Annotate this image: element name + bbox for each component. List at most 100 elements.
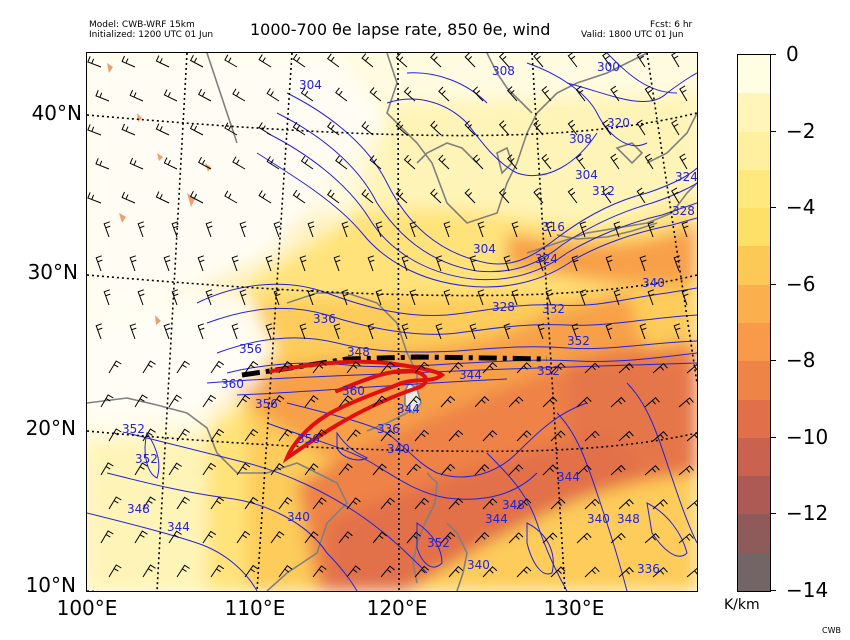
wind-barb bbox=[210, 564, 225, 578]
valid-time-text: Valid: 1800 UTC 01 Jun bbox=[581, 30, 684, 40]
wind-barb bbox=[121, 191, 136, 204]
wind-barb bbox=[312, 361, 327, 374]
wind-barb bbox=[189, 122, 204, 136]
wind-barb bbox=[176, 428, 190, 442]
contour-label: 336 bbox=[377, 422, 400, 436]
wind-barb bbox=[224, 54, 238, 68]
wind-barb bbox=[498, 120, 510, 136]
wind-barb bbox=[205, 221, 213, 238]
wind-barb bbox=[678, 533, 694, 544]
wind-barb bbox=[516, 566, 532, 578]
colorbar-tick-mark bbox=[770, 360, 776, 362]
wind-barb bbox=[474, 395, 490, 408]
wind-barb bbox=[278, 564, 293, 578]
wind-barb bbox=[236, 462, 251, 476]
wind-barb bbox=[571, 323, 579, 340]
wind-barb bbox=[448, 497, 464, 510]
wind-barb bbox=[87, 56, 102, 68]
wind-barb bbox=[87, 124, 102, 136]
wind-barb bbox=[244, 360, 259, 374]
wind-barb bbox=[205, 289, 213, 306]
contour-labels: 308 304 300 320 308 304 324 328 312 316 304 324 336 3… bbox=[122, 60, 697, 576]
wind-barb bbox=[602, 187, 612, 204]
colorbar-segment bbox=[738, 55, 770, 94]
contour-label: 348 bbox=[502, 498, 525, 512]
wind-barb bbox=[300, 155, 314, 170]
wind-barb bbox=[618, 566, 634, 578]
colorbar-segment bbox=[738, 514, 770, 554]
wind-barb bbox=[542, 532, 558, 544]
wind-barb bbox=[134, 394, 148, 408]
contour-label: 360 bbox=[342, 384, 365, 398]
wind-barb bbox=[312, 497, 327, 510]
map-title: 1000-700 θe lapse rate, 850 θe, wind bbox=[250, 20, 551, 39]
wind-barb bbox=[639, 255, 647, 272]
wind-barb bbox=[333, 323, 341, 340]
contour-label: 356 bbox=[297, 432, 320, 446]
wind-barb bbox=[335, 87, 348, 102]
colorbar-tick-mark bbox=[770, 54, 776, 55]
wind-barb bbox=[567, 119, 578, 136]
contour-label: 352 bbox=[427, 536, 450, 550]
wind-barb bbox=[369, 87, 382, 102]
wind-barb bbox=[610, 532, 626, 544]
contour-label: 356 bbox=[239, 342, 262, 356]
wind-barb bbox=[307, 221, 315, 238]
wind-barb bbox=[134, 462, 148, 476]
wind-barb bbox=[644, 396, 660, 408]
wind-barb bbox=[299, 323, 307, 340]
contour-label: 308 bbox=[492, 64, 515, 78]
wind-barb bbox=[155, 123, 170, 136]
contour-label: 352 bbox=[122, 422, 145, 436]
wind-barb bbox=[202, 394, 217, 408]
wind-barb bbox=[395, 120, 408, 136]
wind-barb bbox=[414, 565, 430, 578]
contour-label: 324 bbox=[675, 170, 697, 184]
wind-barb bbox=[380, 429, 395, 442]
wind-barb bbox=[406, 395, 422, 408]
wind-barb bbox=[265, 255, 273, 272]
lat-label-40n: 40°N bbox=[31, 101, 82, 125]
wind-barb bbox=[679, 153, 688, 170]
wind-barb bbox=[639, 323, 647, 340]
wind-barb bbox=[239, 221, 247, 238]
wind-barb bbox=[312, 565, 327, 578]
land-highlight bbox=[87, 53, 387, 443]
wind-barb bbox=[443, 221, 451, 238]
wind-barb bbox=[508, 532, 524, 544]
wind-barb bbox=[292, 121, 306, 136]
contour-label: 344 bbox=[167, 520, 190, 534]
contour-label: 352 bbox=[567, 334, 590, 348]
wind-barb bbox=[134, 530, 148, 544]
wind-barb bbox=[435, 255, 443, 272]
lon-label-120e: 120°E bbox=[366, 596, 428, 620]
wind-barb bbox=[403, 154, 416, 170]
colorbar-tick-mark bbox=[770, 283, 776, 285]
wind-barb bbox=[506, 154, 518, 170]
wind-barb bbox=[681, 289, 689, 306]
wind-barb bbox=[244, 496, 259, 510]
wind-barb bbox=[327, 121, 340, 136]
wind-barb bbox=[231, 323, 239, 340]
wind-barb bbox=[644, 85, 654, 102]
wind-barb bbox=[414, 429, 430, 442]
wind-barb bbox=[346, 429, 361, 442]
wind-barb bbox=[142, 496, 156, 510]
contour-label: 300 bbox=[597, 60, 620, 74]
wind-barb bbox=[341, 289, 349, 306]
wind-barb bbox=[430, 120, 442, 136]
wind-barb bbox=[202, 462, 217, 476]
colorbar-segment bbox=[738, 246, 770, 286]
wind-barb bbox=[673, 255, 681, 272]
contour-label: 308 bbox=[569, 132, 592, 146]
wind-barb bbox=[576, 532, 592, 544]
wind-barb bbox=[576, 464, 592, 476]
wind-barb bbox=[372, 395, 387, 408]
contour-label: 304 bbox=[299, 78, 322, 92]
contour-label: 348 bbox=[347, 345, 370, 359]
wind-barb bbox=[686, 431, 697, 442]
wind-barb bbox=[605, 323, 613, 340]
contour-label: 356 bbox=[255, 397, 278, 411]
wind-barb bbox=[477, 289, 485, 306]
wind-barb bbox=[299, 255, 307, 272]
